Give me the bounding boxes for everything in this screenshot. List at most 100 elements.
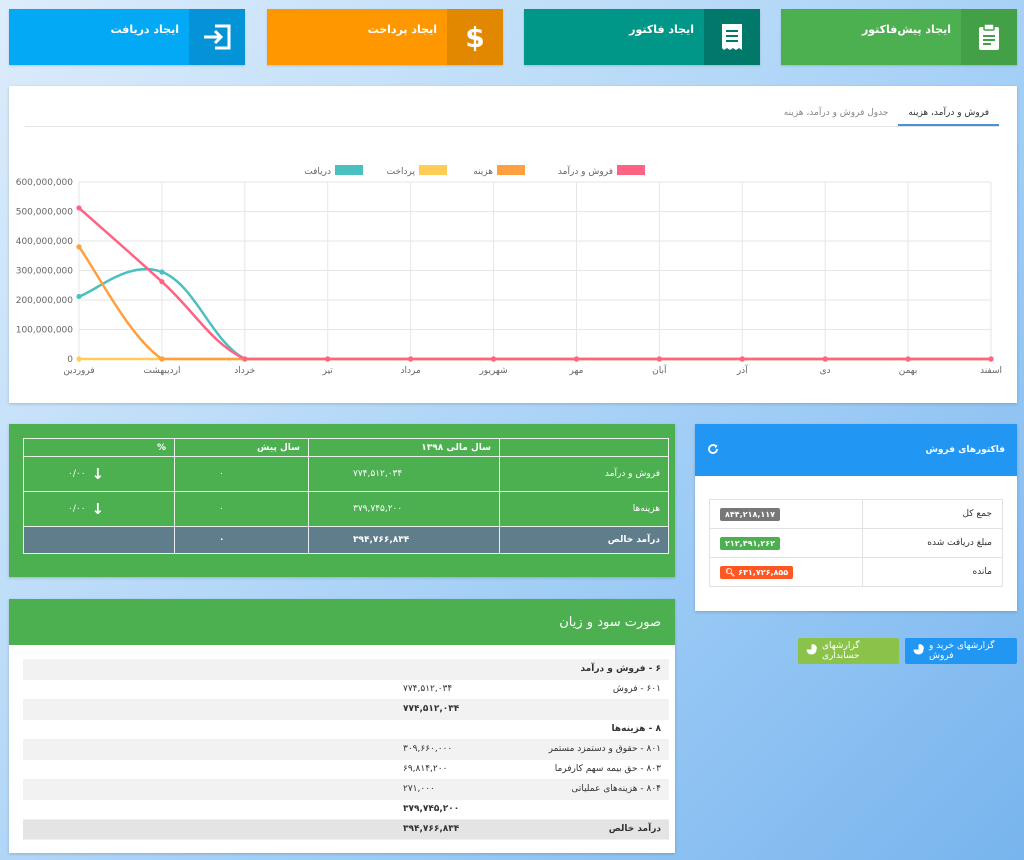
stats-row-previous: ۰ — [174, 456, 309, 492]
tabs-divider — [25, 126, 999, 127]
x-tick-label: آذر — [736, 364, 748, 376]
data-point — [822, 356, 828, 362]
accounting-reports-label: گزارشهای حسابداری — [822, 641, 860, 661]
stats-total-percent — [23, 526, 175, 554]
profit-loss-row-label — [524, 699, 669, 720]
data-point — [408, 356, 414, 362]
invoice-row-label: مبلغ دریافت شده — [862, 528, 1003, 558]
stats-row-label: هزینه‌ها — [499, 491, 669, 527]
profit-loss-row: ۶۰۱ - فروش ۷۷۴,۵۱۲,۰۳۴ — [23, 679, 669, 700]
data-point — [76, 356, 82, 362]
remaining-value: ۶۳۱,۷۲۶,۸۵۵ — [738, 567, 789, 577]
arrow-down-icon: ↓ — [91, 500, 105, 518]
received-badge: ۲۱۲,۴۹۱,۲۶۲ — [720, 536, 781, 550]
tab-sales-table[interactable]: جدول فروش و درآمد، هزینه — [783, 108, 889, 118]
x-tick-label: مهر — [568, 366, 583, 376]
create-receipt-button[interactable]: ایجاد دریافت — [9, 9, 245, 65]
create-payment-label: ایجاد پرداخت — [367, 23, 437, 36]
invoices-title: فاکتورهای فروش — [925, 445, 1005, 455]
stats-row: هزینه‌ها ۳۷۹,۷۴۵,۲۰۰ ۰ ۰/۰۰ ↓ — [23, 491, 669, 527]
data-point — [242, 356, 248, 362]
profit-loss-row: ۸۰۱ - حقوق و دستمزد مستمر ۳۰۹,۶۶۰,۰۰۰ — [23, 739, 669, 760]
data-point — [988, 356, 994, 362]
create-proforma-label: ایجاد پیش‌فاکتور — [861, 23, 951, 36]
legend-swatch — [497, 165, 525, 175]
accounting-reports-button[interactable]: گزارشهای حسابداری — [798, 638, 899, 664]
profit-loss-row-value: ۳۰۹,۶۶۰,۰۰۰ — [23, 739, 525, 760]
legend-label: دریافت — [304, 167, 331, 177]
profit-loss-row-label: ۶ - فروش و درآمد — [524, 659, 669, 680]
profit-loss-row-label: ۸۰۳ - حق بیمه سهم کارفرما — [524, 759, 669, 780]
stats-row-label: فروش و درآمد — [499, 456, 669, 492]
profit-loss-row-value — [23, 719, 525, 740]
search-icon: 🔍︎ — [725, 567, 736, 577]
pie-chart-icon — [913, 644, 924, 658]
dollar-icon: $ — [447, 9, 503, 65]
remaining-badge[interactable]: 🔍︎ ۶۳۱,۷۲۶,۸۵۵ — [720, 565, 794, 579]
legend-label: هزینه — [473, 167, 493, 177]
stats-row-previous: ۰ — [174, 491, 309, 527]
create-invoice-button[interactable]: ایجاد فاکتور — [524, 9, 760, 65]
invoice-row-total: جمع کل ۸۴۴,۲۱۸,۱۱۷ — [708, 499, 1003, 529]
data-point — [490, 356, 497, 362]
x-tick-label: دی — [820, 366, 831, 376]
stats-total-previous: ۰ — [174, 526, 309, 554]
create-invoice-label: ایجاد فاکتور — [629, 23, 694, 36]
data-point — [573, 356, 580, 362]
profit-loss-row-label — [524, 799, 669, 820]
profit-loss-row-label: ۸۰۱ - حقوق و دستمزد مستمر — [524, 739, 669, 760]
stats-row-current: ۷۷۴,۵۱۲,۰۳۴ — [308, 456, 500, 492]
stats-row-percent: ۰/۰۰ — [68, 469, 86, 479]
profit-loss-title: صورت سود و زیان — [9, 599, 675, 645]
data-point — [325, 356, 331, 362]
pie-chart-icon — [806, 644, 817, 658]
arrow-down-icon: ↓ — [91, 465, 105, 483]
refresh-icon[interactable] — [707, 443, 719, 458]
x-tick-label: شهریور — [478, 366, 507, 376]
y-tick-label: 300,000,000 — [16, 267, 74, 277]
chart-tabs: فروش و درآمد، هزینه جدول فروش و درآمد، ه… — [774, 102, 999, 126]
profit-loss-card: صورت سود و زیان ۶ - فروش و درآمد ۶۰۱ - فر… — [9, 599, 675, 853]
x-tick-label: خرداد — [234, 366, 255, 376]
create-receipt-label: ایجاد دریافت — [110, 23, 179, 36]
data-point — [76, 244, 82, 250]
x-tick-label: اسفند — [980, 366, 1002, 376]
data-point — [656, 356, 662, 362]
y-tick-label: 400,000,000 — [16, 237, 74, 247]
profit-loss-row-value: ۷۷۴,۵۱۲,۰۳۴ — [23, 699, 525, 720]
x-tick-label: فروردین — [63, 366, 94, 376]
invoice-row-received: مبلغ دریافت شده ۲۱۲,۴۹۱,۲۶۲ — [708, 528, 1003, 558]
profit-loss-table: ۶ - فروش و درآمد ۶۰۱ - فروش ۷۷۴,۵۱۲,۰۳۴ ۷۷۴… — [23, 659, 669, 840]
invoice-row-label: مانده — [862, 557, 1003, 587]
create-payment-button[interactable]: ایجاد پرداخت $ — [267, 9, 503, 65]
stats-header-percent: % — [23, 438, 175, 457]
stats-row: فروش و درآمد ۷۷۴,۵۱۲,۰۳۴ ۰ ۰/۰۰ ↓ — [23, 456, 669, 492]
stats-header-label — [499, 438, 669, 457]
profit-loss-row: ۳۷۹,۷۴۵,۲۰۰ — [23, 799, 669, 820]
yearly-stats-table: سال مالی ۱۳۹۸ سال پیش % فروش و درآمد ۷۷۴… — [23, 438, 669, 554]
sales-invoices-card: فاکتورهای فروش جمع کل ۸۴۴,۲۱۸,۱۱۷ مبلغ د… — [695, 424, 1017, 611]
data-point — [739, 356, 745, 362]
data-point — [76, 293, 82, 300]
invoices-summary-table: جمع کل ۸۴۴,۲۱۸,۱۱۷ مبلغ دریافت شده ۲۱۲,۴… — [708, 499, 1003, 587]
profit-loss-row: ۸۰۳ - حق بیمه سهم کارفرما ۶۹,۸۱۴,۲۰۰ — [23, 759, 669, 780]
x-tick-label: بهمن — [899, 366, 918, 376]
legend-label: فروش و درآمد — [558, 165, 613, 177]
series-line — [78, 207, 991, 361]
profit-loss-row-value — [23, 659, 525, 680]
buy-sell-reports-label: گزارشهای خرید و فروش — [929, 641, 995, 661]
x-tick-label: اردیبهشت — [143, 366, 180, 376]
data-point — [905, 356, 911, 362]
y-tick-label: 600,000,000 — [16, 178, 74, 188]
tab-sales-chart[interactable]: فروش و درآمد، هزینه — [898, 102, 999, 126]
profit-loss-row: ۸ - هزینه‌ها — [23, 719, 669, 740]
data-point — [76, 205, 82, 211]
profit-loss-row-value: ۳۷۹,۷۴۵,۲۰۰ — [23, 799, 525, 820]
data-point — [159, 279, 165, 285]
profit-loss-row: ۷۷۴,۵۱۲,۰۳۴ — [23, 699, 669, 720]
create-proforma-button[interactable]: ایجاد پیش‌فاکتور — [781, 9, 1017, 65]
series-line — [78, 267, 991, 361]
clipboard-icon — [961, 9, 1017, 65]
buy-sell-reports-button[interactable]: گزارشهای خرید و فروش — [905, 638, 1017, 664]
profit-loss-row-label: ۶۰۱ - فروش — [524, 679, 669, 700]
